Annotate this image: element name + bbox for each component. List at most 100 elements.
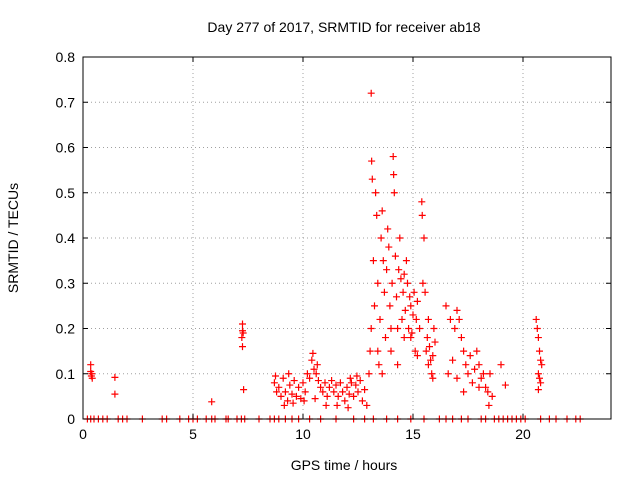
data-point [424,361,432,369]
data-point [317,383,325,391]
data-point [429,352,437,360]
data-point [376,315,384,323]
data-point [343,383,351,391]
data-point [391,252,399,260]
data-point [422,347,430,355]
axis-ticks [82,56,611,420]
data-point [406,293,414,301]
data-point [449,356,457,364]
data-point [374,347,382,355]
data-point [430,325,438,332]
data-point [384,225,392,233]
data-point [87,361,95,369]
data-point [336,379,344,387]
data-point [367,325,375,332]
data-point [427,356,435,364]
data-point [408,329,416,337]
data-point [311,395,319,403]
data-point [323,392,331,400]
data-point [380,288,388,296]
data-point [347,379,355,387]
data-point [537,356,545,364]
x-axis-tick-labels: 0 5 10 15 20 [79,426,531,442]
y-tick-label: 0.1 [56,366,76,382]
data-point [479,370,487,378]
data-point [375,361,383,369]
data-point [468,379,476,387]
data-point [400,334,408,342]
data-point [482,383,490,391]
data-point [378,370,386,378]
data-point [239,329,247,337]
data-point [407,302,415,310]
data-point [374,279,382,287]
data-point [455,315,463,323]
y-axis-title: SRMTID / TECUs [5,183,21,293]
data-point [111,373,119,381]
data-point [390,189,398,197]
data-point [396,234,404,242]
data-point [536,374,543,382]
data-point [208,398,216,406]
data-point [446,315,454,323]
data-point [273,388,281,396]
data-point [319,388,327,396]
data-point [288,390,296,398]
data-point [367,89,375,97]
data-point [424,315,432,323]
y-tick-label: 0.8 [56,49,76,65]
data-point [363,401,371,409]
data-point [339,388,347,396]
data-point [365,370,373,378]
data-point [488,392,496,400]
data-point [477,374,485,382]
data-point [394,361,402,369]
data-point [419,279,427,287]
data-point [387,347,395,355]
data-point [413,352,421,360]
data-point [378,207,386,215]
data-point [352,381,360,389]
data-point [309,349,317,357]
data-point [421,288,429,296]
data-point [462,361,470,369]
data-point [373,211,381,219]
data-point [361,386,369,394]
data-point [485,401,493,409]
data-point [341,397,349,405]
data-point [532,315,540,323]
data-point [411,347,419,355]
data-point [501,381,509,389]
data-point [394,325,402,332]
data-point [286,381,294,389]
data-point [306,374,314,382]
data-point [280,401,288,409]
data-point [416,325,424,332]
y-tick-label: 0.5 [56,185,76,201]
data-point [310,365,318,373]
x-tick-label: 20 [515,426,531,442]
y-tick-label: 0.6 [56,140,76,156]
data-point [270,379,278,387]
data-point [379,257,387,265]
y-tick-label: 0.7 [56,94,76,110]
data-point [314,377,322,385]
data-point [303,370,311,378]
data-point [533,325,541,332]
data-point [346,374,354,382]
chart-title: Day 277 of 2017, SRMTID for receiver ab1… [207,19,480,35]
data-point [328,377,336,385]
data-point [389,153,397,161]
data-point [429,374,437,382]
x-tick-label: 5 [189,426,197,442]
data-point [428,370,436,378]
data-point [410,288,418,296]
data-point [332,381,340,389]
y-tick-label: 0.2 [56,321,76,337]
data-point [350,392,358,400]
data-point [289,399,297,407]
data-point [418,198,426,206]
data-point [475,383,483,391]
data-point [368,175,376,183]
